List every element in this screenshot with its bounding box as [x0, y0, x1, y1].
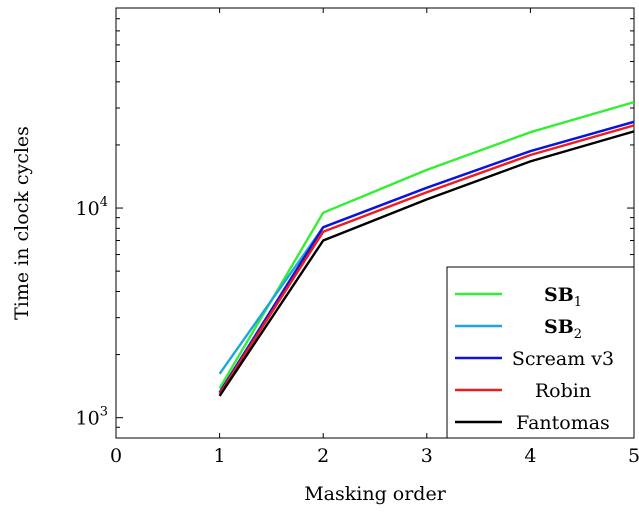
x-tick-label: 1 [214, 445, 226, 467]
y-tick-label: 104 [76, 195, 108, 220]
legend-box [446, 266, 635, 439]
legend-series-name: Fantomas [516, 412, 610, 434]
legend-series-name: Robin [535, 380, 591, 402]
legend-series-subscript: 1 [574, 295, 582, 310]
series-line-2 [218, 120, 635, 394]
x-tick-label: 5 [628, 445, 639, 467]
x-axis-label: Masking order [304, 483, 446, 505]
legend-label: Robin [535, 380, 591, 402]
x-tick-label: 4 [524, 445, 536, 467]
legend-label: Fantomas [516, 412, 610, 434]
legend-label: Scream v3 [512, 348, 614, 370]
y-tick-base: 10 [76, 198, 100, 220]
y-axis-label: Time in clock cycles [11, 126, 33, 320]
x-tick-label: 2 [317, 445, 329, 467]
series-line-3 [218, 124, 635, 395]
y-tick-exponent: 4 [100, 195, 108, 210]
legend-label: SB1 [544, 284, 582, 310]
y-tick-exponent: 3 [100, 405, 108, 420]
legend-series-name: SB [544, 284, 574, 306]
plot-frame [115, 7, 635, 439]
x-tick-label: 3 [421, 445, 433, 467]
y-tick-base: 10 [76, 408, 100, 430]
series-line-4 [218, 130, 635, 397]
series-line-0 [218, 100, 635, 390]
legend-series-subscript: 2 [574, 327, 582, 342]
x-tick-labels: 0 1 2 3 4 5 [110, 445, 639, 467]
legend-series-name: SB [544, 316, 574, 338]
legend-series-name: Scream v3 [512, 348, 614, 370]
x-tick-label: 0 [110, 445, 122, 467]
y-tick-label: 103 [76, 405, 108, 430]
series-lines [218, 100, 635, 397]
legend-label: SB2 [544, 316, 582, 342]
